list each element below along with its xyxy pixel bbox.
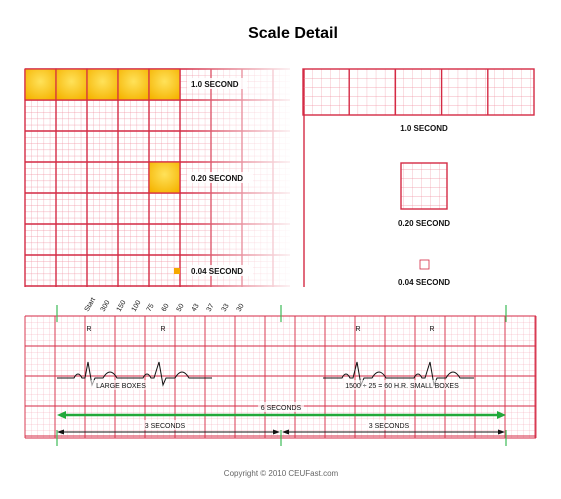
r-label-3: R bbox=[355, 326, 360, 333]
rate-label-300: 300 bbox=[100, 299, 112, 313]
label-bg-3-seconds-right bbox=[366, 420, 412, 430]
enlarged-label-1-second: 1.0 SECOND bbox=[191, 80, 239, 89]
ecg-strip-panel: Start 300 150 100 75 60 50 43 37 33 30 R… bbox=[24, 297, 537, 446]
point-zero-four-second-highlight bbox=[174, 268, 180, 274]
reference-label-020-second: 0.20 SECOND bbox=[398, 219, 450, 228]
label-bg-1s bbox=[187, 78, 247, 89]
rate-label-50: 50 bbox=[176, 303, 186, 313]
enlarged-grid-panel: 1.0 SECOND 0.20 SECOND 0.04 SECOND bbox=[24, 60, 305, 295]
three-seconds-right-arrowhead-b bbox=[498, 429, 505, 435]
small-boxes-label: 1500 ÷ 25 = 60 H.R. SMALL BOXES bbox=[345, 383, 459, 390]
label-bg-small-boxes bbox=[340, 380, 463, 390]
three-seconds-left-arrowhead-b bbox=[273, 429, 280, 435]
six-seconds-label: 6 SECONDS bbox=[261, 405, 302, 412]
label-bg-004 bbox=[187, 265, 253, 276]
three-seconds-label-right: 3 SECONDS bbox=[369, 423, 410, 430]
one-second-highlight-box bbox=[117, 68, 150, 101]
copyright-text: Copyright © 2010 CEUFast.com bbox=[224, 469, 339, 478]
one-second-highlight-box bbox=[24, 68, 57, 101]
rate-label-30: 30 bbox=[236, 303, 246, 313]
three-seconds-left-arrowhead-a bbox=[57, 429, 64, 435]
rate-label-75: 75 bbox=[146, 303, 156, 313]
reference-boxes-panel: 1.0 SECOND 0.20 SECOND 0.04 SECOND bbox=[302, 68, 535, 287]
large-boxes-label: LARGE BOXES bbox=[96, 383, 146, 390]
rate-label-60: 60 bbox=[161, 303, 171, 313]
rate-label-33: 33 bbox=[221, 303, 231, 313]
r-label-1: R bbox=[86, 326, 91, 333]
six-seconds-arrowhead-left bbox=[57, 411, 66, 419]
ecg-strip-minor-grid bbox=[25, 316, 536, 438]
label-bg-large-boxes bbox=[91, 380, 151, 390]
grid-fade-edge bbox=[290, 60, 300, 295]
point-two-second-highlight bbox=[148, 161, 181, 194]
one-second-strip-dividers bbox=[348, 69, 489, 115]
enlarged-label-020-second: 0.20 SECOND bbox=[191, 174, 243, 183]
one-second-highlight-box bbox=[86, 68, 119, 101]
one-second-highlight-box bbox=[55, 68, 88, 101]
reference-label-004-second: 0.04 SECOND bbox=[398, 278, 450, 287]
label-bg-6-seconds bbox=[258, 402, 304, 412]
ecg-waveform-left bbox=[57, 361, 212, 387]
rate-label-37: 37 bbox=[206, 303, 216, 313]
r-label-2: R bbox=[160, 326, 165, 333]
three-seconds-right-arrowhead-a bbox=[282, 429, 289, 435]
label-bg-020 bbox=[187, 172, 253, 183]
ecg-waveform-right bbox=[323, 361, 474, 387]
enlarged-label-004-second: 0.04 SECOND bbox=[191, 267, 243, 276]
heart-rate-scale-labels: Start 300 150 100 75 60 50 43 37 33 30 bbox=[84, 297, 246, 313]
reference-label-1-second: 1.0 SECOND bbox=[400, 124, 448, 133]
rate-label-start: Start bbox=[84, 297, 97, 313]
rate-label-150: 150 bbox=[116, 299, 128, 313]
diagram-title: Scale Detail bbox=[248, 25, 338, 42]
six-seconds-arrowhead-right bbox=[497, 411, 506, 419]
r-label-4: R bbox=[429, 326, 434, 333]
one-second-highlight-box bbox=[148, 68, 181, 101]
one-second-highlight bbox=[24, 68, 181, 101]
point-zero-four-second-box bbox=[419, 259, 430, 270]
label-bg-3-seconds-left bbox=[142, 420, 188, 430]
one-second-strip bbox=[302, 68, 535, 116]
point-two-second-box bbox=[400, 162, 448, 210]
three-seconds-label-left: 3 SECONDS bbox=[145, 423, 186, 430]
rate-label-43: 43 bbox=[191, 303, 201, 313]
rate-label-100: 100 bbox=[131, 299, 143, 313]
